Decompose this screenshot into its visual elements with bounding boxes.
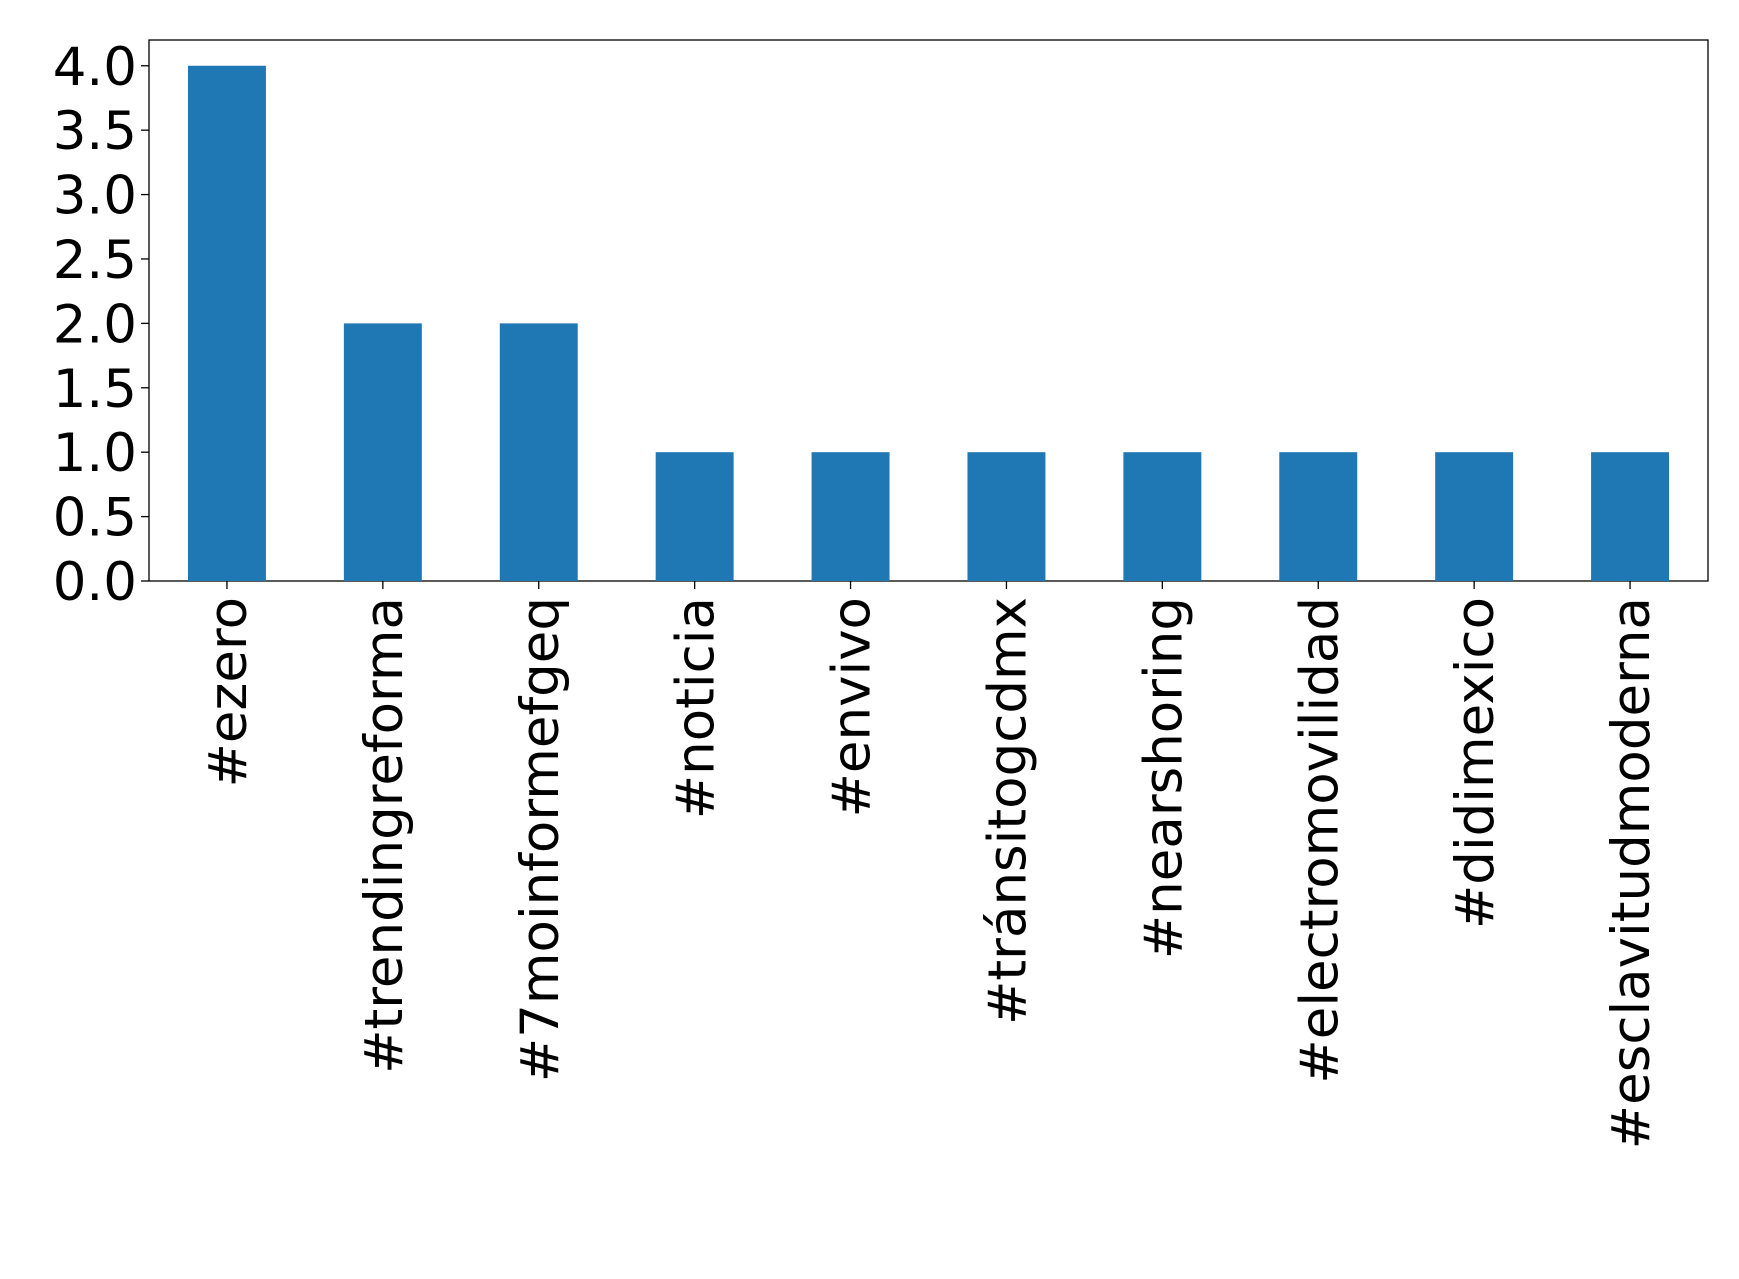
x-tick-label: #ezero [198, 597, 259, 788]
x-tick-label: #esclavitudmoderna [1601, 597, 1662, 1149]
y-tick-label: 4.0 [53, 37, 137, 98]
y-tick-label: 2.0 [53, 294, 137, 355]
bar [1123, 452, 1202, 581]
bar [1591, 452, 1670, 581]
y-tick-label: 3.0 [53, 166, 137, 227]
bar [967, 452, 1046, 581]
x-tick-label: #trendingreforma [354, 597, 415, 1074]
y-tick-label: 0.0 [53, 552, 137, 613]
bar [187, 65, 266, 581]
y-tick-label: 1.0 [53, 423, 137, 484]
x-tick-label: #didimexico [1445, 597, 1506, 929]
bar [655, 452, 734, 581]
x-tick-label: #electromovilidad [1289, 597, 1350, 1084]
bar [499, 323, 578, 581]
bar [1279, 452, 1358, 581]
y-tick-label: 1.5 [53, 359, 137, 420]
bar [343, 323, 422, 581]
x-tick-label: #nearshoring [1133, 597, 1194, 959]
x-tick-label: #noticia [666, 597, 727, 819]
y-tick-label: 2.5 [53, 230, 137, 291]
y-tick-label: 3.5 [53, 101, 137, 162]
y-tick-label: 0.5 [53, 488, 137, 549]
x-tick-label: #7moinformefgeq [510, 597, 571, 1082]
plot-frame [148, 39, 1709, 582]
x-tick-label: #tránsitogcdmx [977, 597, 1038, 1025]
x-tick-label: #envivo [822, 597, 883, 818]
bar [1435, 452, 1514, 581]
bar [811, 452, 890, 581]
